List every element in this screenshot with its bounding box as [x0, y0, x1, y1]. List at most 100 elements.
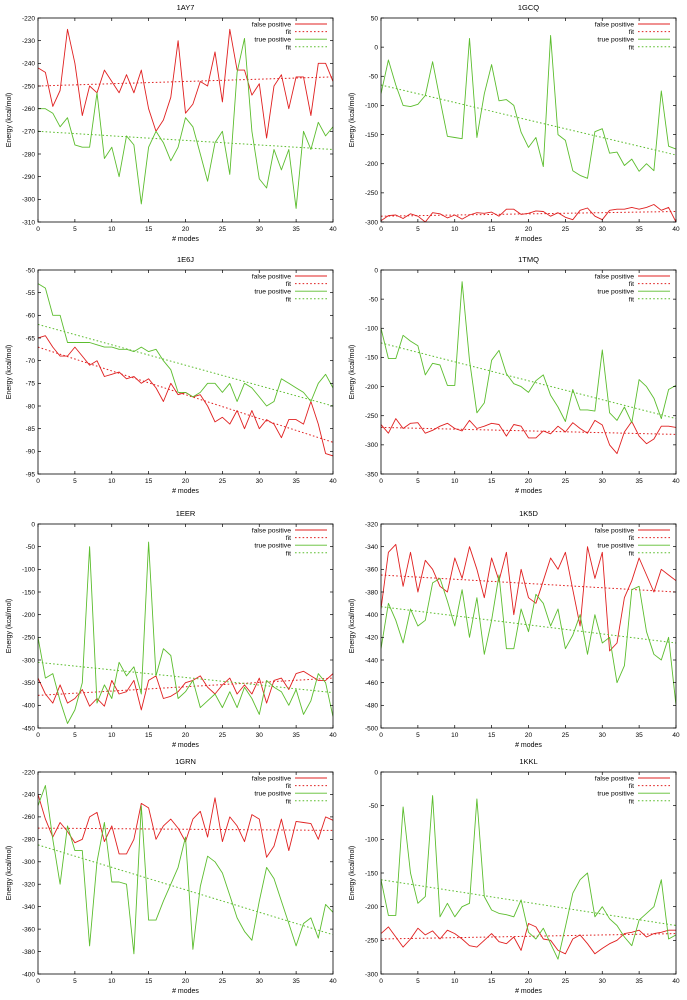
legend-label: fit: [286, 783, 291, 790]
series-line-false-positive: [38, 335, 333, 457]
y-tick-label: -200: [22, 612, 35, 619]
x-tick-label: 0: [379, 478, 383, 485]
x-tick-label: 30: [256, 978, 264, 985]
y-tick-label: -200: [365, 161, 378, 168]
series-line-true-positive: [38, 37, 333, 209]
y-tick-label: -300: [365, 442, 378, 449]
x-axis-label: # modes: [515, 488, 542, 495]
y-axis-label: Energy (kcal/mol): [349, 599, 356, 653]
legend-label: fit: [629, 550, 634, 557]
legend-label: fit: [286, 550, 291, 557]
x-tick-label: 5: [73, 478, 77, 485]
x-axis-label: # modes: [172, 236, 199, 243]
legend-label: fit: [286, 798, 291, 805]
x-tick-label: 25: [219, 478, 227, 485]
y-tick-label: 0: [374, 267, 378, 274]
x-tick-label: 10: [108, 732, 116, 739]
x-tick-label: 15: [488, 732, 496, 739]
fit-line-false-positive: [38, 827, 333, 831]
x-tick-label: 35: [293, 478, 301, 485]
x-tick-label: 40: [329, 978, 337, 985]
x-tick-label: 10: [451, 978, 459, 985]
y-tick-label: -260: [22, 106, 35, 113]
y-tick-label: -300: [22, 657, 35, 664]
y-tick-label: -320: [365, 521, 378, 528]
x-tick-label: 25: [219, 978, 227, 985]
legend-label: fit: [286, 281, 291, 288]
series-line-true-positive: [381, 281, 676, 424]
legend-label: fit: [286, 535, 291, 542]
x-tick-label: 0: [36, 978, 40, 985]
fit-line-true-positive: [381, 879, 676, 926]
legend-label: fit: [629, 798, 634, 805]
y-tick-label: -100: [22, 567, 35, 574]
x-tick-label: 25: [562, 732, 570, 739]
y-tick-label: -70: [26, 358, 36, 365]
x-tick-label: 20: [525, 978, 533, 985]
y-tick-label: -95: [26, 471, 36, 478]
x-tick-label: 15: [488, 478, 496, 485]
series-line-false-positive: [381, 543, 676, 652]
y-tick-label: -250: [22, 83, 35, 90]
legend-label: true positive: [254, 37, 291, 44]
y-tick-label: -360: [365, 567, 378, 574]
y-tick-label: -320: [22, 882, 35, 889]
chart-panel-1ay7: 1AY7 0 5 10 15 20 25 30 35 40 -310 -300 -290 -280 -270…: [6, 3, 337, 243]
y-tick-label: -400: [22, 703, 35, 710]
legend-label: fit: [286, 29, 291, 36]
y-tick-label: -50: [26, 544, 36, 551]
y-tick-label: -65: [26, 335, 36, 342]
chart-panel-1tmq: 1TMQ 0 5 10 15 20 25 30 35 40 -350 -300 -250 -200 -150…: [349, 255, 680, 495]
legend-label: true positive: [597, 37, 634, 44]
y-tick-label: 50: [371, 15, 379, 22]
chart-panel-1k5d: 1K5D 0 5 10 15 20 25 30 35 40 -500 -480 -460 -440 -420…: [349, 509, 680, 749]
y-tick-label: -50: [26, 267, 36, 274]
x-tick-label: 0: [36, 478, 40, 485]
x-tick-label: 35: [636, 732, 644, 739]
chart-title: 1EER: [176, 509, 196, 518]
fit-line-true-positive: [381, 606, 676, 644]
x-tick-label: 10: [451, 732, 459, 739]
legend-label: false positive: [595, 528, 635, 535]
chart-title: 1GCQ: [518, 3, 539, 12]
x-tick-label: 5: [416, 478, 420, 485]
y-tick-label: -230: [22, 38, 35, 45]
x-tick-label: 15: [488, 226, 496, 233]
x-tick-label: 5: [73, 226, 77, 233]
y-tick-label: -90: [26, 449, 36, 456]
y-tick-label: -440: [365, 657, 378, 664]
x-tick-label: 30: [599, 732, 607, 739]
legend-label: fit: [629, 535, 634, 542]
y-tick-label: -270: [22, 129, 35, 136]
x-tick-label: 30: [599, 478, 607, 485]
x-tick-label: 20: [182, 226, 190, 233]
y-axis-label: Energy (kcal/mol): [6, 599, 13, 653]
x-tick-label: 30: [599, 978, 607, 985]
series-line-true-positive: [38, 541, 333, 724]
legend-label: true positive: [254, 791, 291, 798]
chart-panel-1eer: 1EER 0 5 10 15 20 25 30 35 40 -450 -400 -350 -300 -250…: [6, 509, 337, 749]
x-tick-label: 35: [636, 478, 644, 485]
x-tick-label: 10: [108, 978, 116, 985]
x-tick-label: 40: [329, 226, 337, 233]
y-tick-label: -300: [22, 197, 35, 204]
x-tick-label: 0: [379, 732, 383, 739]
x-tick-label: 25: [219, 732, 227, 739]
y-tick-label: -280: [22, 837, 35, 844]
y-tick-label: -350: [22, 680, 35, 687]
y-tick-label: -220: [22, 769, 35, 776]
y-tick-label: -85: [26, 426, 36, 433]
y-tick-label: -200: [365, 904, 378, 911]
legend-label: false positive: [595, 274, 635, 281]
y-tick-label: -75: [26, 381, 36, 388]
x-tick-label: 5: [416, 226, 420, 233]
x-tick-label: 25: [219, 226, 227, 233]
y-tick-label: -250: [365, 938, 378, 945]
y-axis-label: Energy (kcal/mol): [349, 846, 356, 900]
